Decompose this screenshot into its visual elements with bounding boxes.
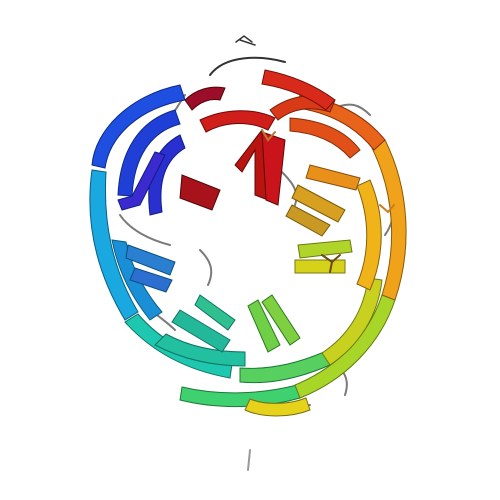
beta-strand <box>117 109 181 197</box>
side-chain-sticks <box>235 35 395 273</box>
loop <box>199 249 213 286</box>
beta-strand <box>129 267 173 293</box>
beta-strand <box>91 84 186 169</box>
beta-strand <box>247 299 281 353</box>
beta-strand <box>356 179 382 291</box>
beta-strand <box>305 164 361 191</box>
loop <box>279 169 298 206</box>
beta-strand <box>171 309 231 353</box>
loop <box>247 449 251 471</box>
beta-strand <box>89 169 139 321</box>
beta-strand <box>321 277 383 366</box>
blade-red-orange <box>269 94 386 159</box>
beta-strand <box>261 69 336 111</box>
loop <box>209 56 286 76</box>
loop <box>119 214 171 246</box>
beta-strand <box>261 294 301 346</box>
blade-cyan <box>89 169 176 321</box>
beta-strand <box>244 397 311 417</box>
blade-orange <box>285 139 407 301</box>
beta-strand <box>184 86 226 111</box>
ligand-stick <box>379 204 395 214</box>
beta-strand <box>297 239 353 259</box>
beta-strand <box>194 294 236 331</box>
beta-strand <box>117 151 166 211</box>
beta-strand <box>179 174 221 211</box>
beta-strand <box>154 333 246 367</box>
blade-teal <box>124 294 246 379</box>
beta-strand <box>261 131 286 206</box>
beta-strand <box>125 244 176 276</box>
blade-green <box>179 294 331 408</box>
beta-strand <box>285 204 331 237</box>
blade-blue <box>91 84 186 216</box>
ligand-stick <box>321 254 341 273</box>
ligand-stick <box>261 129 276 142</box>
beta-strand <box>148 134 186 216</box>
beta-strand <box>291 184 346 223</box>
ligand-stick <box>235 35 253 43</box>
loop <box>239 39 256 46</box>
blade-red <box>179 69 336 211</box>
beta-strand <box>199 110 276 133</box>
beta-strand <box>289 117 361 159</box>
beta-strand <box>294 259 346 274</box>
